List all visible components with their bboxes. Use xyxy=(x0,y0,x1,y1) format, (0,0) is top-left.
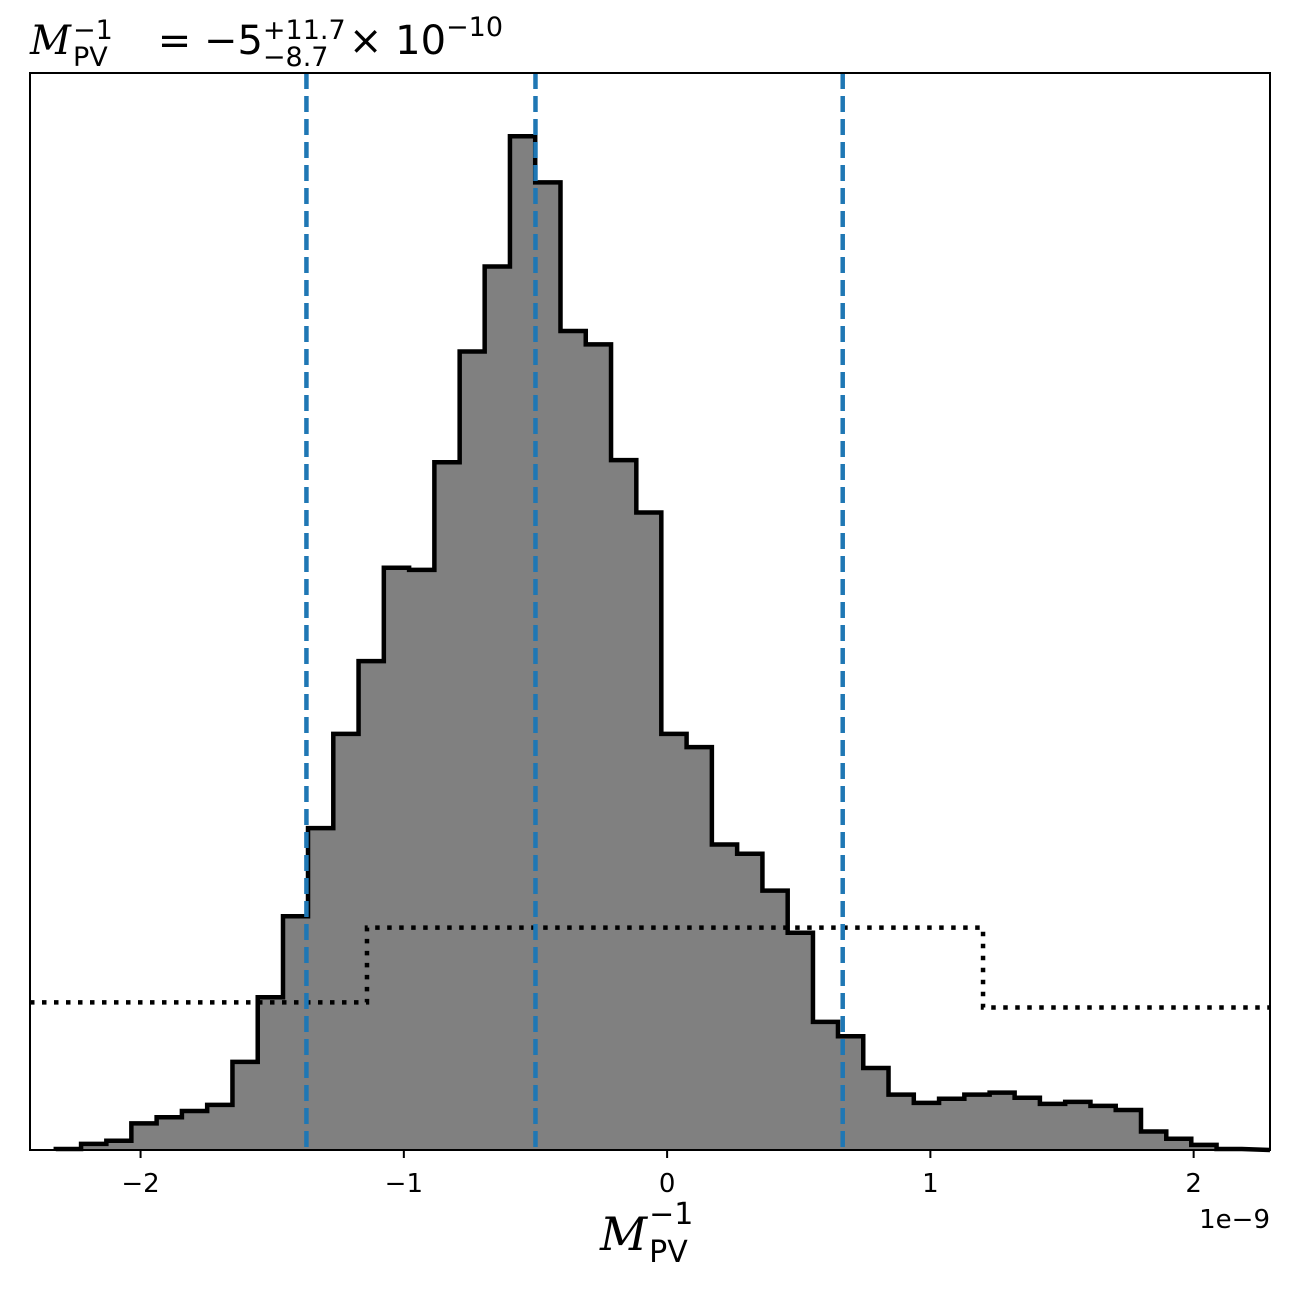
x-axis-ticks: −2 −1 0 1 2 xyxy=(121,1150,1202,1199)
x-axis-offset-text: 1e−9 xyxy=(1199,1205,1270,1235)
histogram-bar xyxy=(1014,1097,1041,1150)
plot-frame xyxy=(29,72,1271,1151)
x-axis-label-sub: PV xyxy=(649,1234,688,1270)
x-tick-label: −1 xyxy=(385,1169,423,1199)
title-symbol-sup: −1 xyxy=(72,15,113,46)
title-symbol: M xyxy=(30,18,71,64)
histogram-bar xyxy=(787,932,814,1150)
histogram-bar xyxy=(1191,1144,1218,1151)
title-symbol-script: −1 PV xyxy=(71,15,145,71)
x-axis-label-sup: −1 xyxy=(649,1196,694,1232)
histogram-bar xyxy=(1090,1105,1117,1150)
histogram-bar xyxy=(636,512,662,1150)
prior-dotted-line xyxy=(30,925,1270,1010)
histogram-bar xyxy=(257,997,284,1150)
histogram-bar xyxy=(509,136,536,1150)
x-tick-label: 1 xyxy=(922,1169,939,1199)
histogram-bar xyxy=(484,266,511,1150)
histogram-bar xyxy=(939,1098,965,1150)
histogram-bar xyxy=(106,1140,132,1150)
x-axis-label-script: −1 PV xyxy=(647,1199,707,1270)
histogram-bar xyxy=(358,661,385,1150)
histogram-bar xyxy=(131,1123,158,1150)
histogram-bar xyxy=(888,1094,915,1150)
title-err-plus: +11.7 xyxy=(262,15,346,46)
credible-interval-lines xyxy=(304,73,845,1150)
histogram-bar xyxy=(686,747,713,1150)
histogram-bar xyxy=(560,331,587,1150)
histogram-bar xyxy=(156,1117,183,1150)
histogram-bar xyxy=(989,1092,1016,1150)
title-errors: +11.7 −8.7 xyxy=(262,15,349,71)
histogram-bar xyxy=(812,1021,839,1151)
chart-title: M −1 PV = −5 +11.7 −8.7 × 10−10 xyxy=(30,4,504,71)
title-times: × 10 xyxy=(348,18,447,64)
histogram-bars xyxy=(55,136,1243,1151)
title-value: −5 xyxy=(203,18,263,64)
histogram-bar xyxy=(81,1143,107,1150)
histogram-bar xyxy=(383,567,410,1150)
histogram-bar xyxy=(207,1104,233,1150)
x-tick-label: 0 xyxy=(659,1169,676,1199)
histogram-bar xyxy=(308,828,334,1150)
histogram-bar xyxy=(1166,1138,1192,1150)
histogram-bar xyxy=(1065,1101,1091,1150)
histogram-bar xyxy=(661,733,688,1150)
x-tick-label: 2 xyxy=(1185,1169,1202,1199)
histogram-bar xyxy=(585,344,612,1151)
histogram-bar xyxy=(913,1102,940,1150)
title-exponent: −10 xyxy=(446,12,504,43)
histogram-bar xyxy=(711,844,738,1150)
histogram-bar xyxy=(181,1111,208,1150)
histogram-bar xyxy=(409,569,435,1150)
histogram-bar xyxy=(611,460,637,1150)
x-tick-label: −2 xyxy=(121,1169,159,1199)
x-axis-label: M −1 PV xyxy=(600,1199,707,1270)
histogram-bar xyxy=(459,351,486,1150)
x-axis-label-symbol: M xyxy=(600,1207,648,1261)
histogram-bar xyxy=(232,1061,259,1150)
title-equals: = xyxy=(157,18,192,64)
histogram-bar xyxy=(1115,1110,1142,1150)
title-err-minus: −8.7 xyxy=(262,42,329,73)
histogram-bar xyxy=(434,462,461,1151)
histogram-bar xyxy=(863,1068,890,1150)
title-symbol-sub: PV xyxy=(72,42,108,73)
histogram-outline xyxy=(53,134,1271,1153)
histogram-bar xyxy=(762,890,789,1150)
histogram-bar xyxy=(964,1094,991,1150)
histogram-bar xyxy=(535,182,561,1150)
histogram-bar xyxy=(737,853,763,1150)
histogram-bar xyxy=(333,733,360,1150)
histogram-bar xyxy=(1039,1103,1066,1151)
histogram-bar xyxy=(1141,1131,1167,1150)
